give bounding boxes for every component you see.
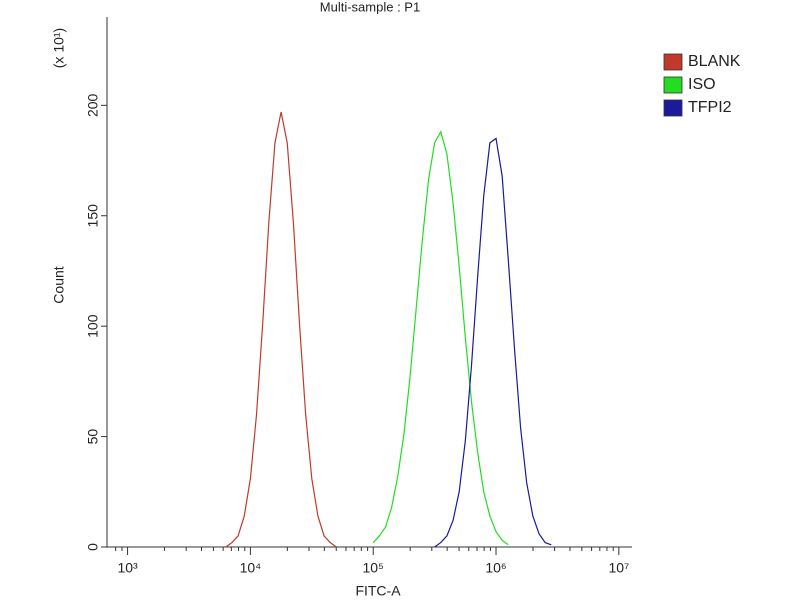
legend-swatch (663, 53, 683, 71)
histogram-line (372, 130, 509, 546)
y-tick-label: 100 (85, 314, 101, 338)
y-tick-label: 0 (85, 543, 101, 551)
legend-label: TFPI2 (688, 99, 732, 116)
chart-title: Multi-sample : P1 (320, 0, 420, 14)
legend-label: BLANK (688, 53, 741, 70)
x-tick-label: 10⁵ (363, 560, 384, 576)
legend-label: ISO (688, 76, 716, 93)
y-tick-label: 200 (85, 93, 101, 117)
x-tick-label: 10⁷ (609, 560, 630, 576)
x-tick-label: 10⁶ (485, 560, 506, 576)
histogram-line (434, 137, 552, 548)
y-tick-label: 150 (85, 204, 101, 228)
y-axis-label: Count (51, 266, 67, 303)
histogram-line (225, 111, 337, 548)
legend-swatch (663, 99, 683, 117)
x-axis-label: FITC-A (355, 583, 401, 599)
x-tick-label: 10⁴ (240, 560, 262, 576)
x-tick-label: 10³ (117, 560, 138, 576)
y-tick-label: 50 (85, 429, 101, 445)
y-multiplier: (x 10¹) (51, 28, 67, 68)
legend-swatch (663, 76, 683, 94)
